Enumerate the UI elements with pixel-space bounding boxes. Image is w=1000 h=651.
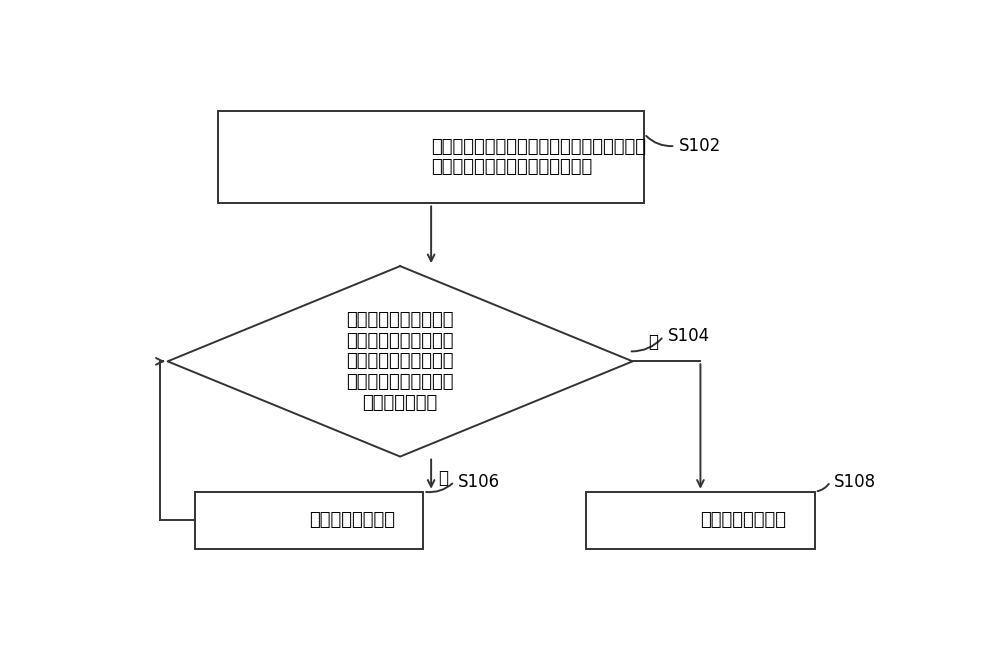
Text: 若配电变压器出线侧的台区负载率满足三相过
载调整条件，则输出第一控制指令: 若配电变压器出线侧的台区负载率满足三相过 载调整条件，则输出第一控制指令 (431, 137, 646, 176)
Bar (195, 492, 423, 549)
Text: 在负荷侧监控设备根据
第一控制指令切除第一
目标用户负载后，判断
台区负载率是否满足三
相过载调整条件: 在负荷侧监控设备根据 第一控制指令切除第一 目标用户负载后，判断 台区负载率是否… (346, 311, 454, 412)
Text: 输出第三控制指令: 输出第三控制指令 (700, 512, 786, 529)
Text: S106: S106 (458, 473, 500, 491)
Text: S102: S102 (679, 137, 721, 155)
Text: S108: S108 (834, 473, 876, 491)
Text: 是: 是 (438, 469, 448, 487)
Bar (218, 111, 644, 203)
Text: 输出第二控制指令: 输出第二控制指令 (309, 512, 395, 529)
Text: S104: S104 (668, 327, 710, 345)
Bar (586, 492, 815, 549)
Text: 否: 否 (648, 333, 658, 352)
